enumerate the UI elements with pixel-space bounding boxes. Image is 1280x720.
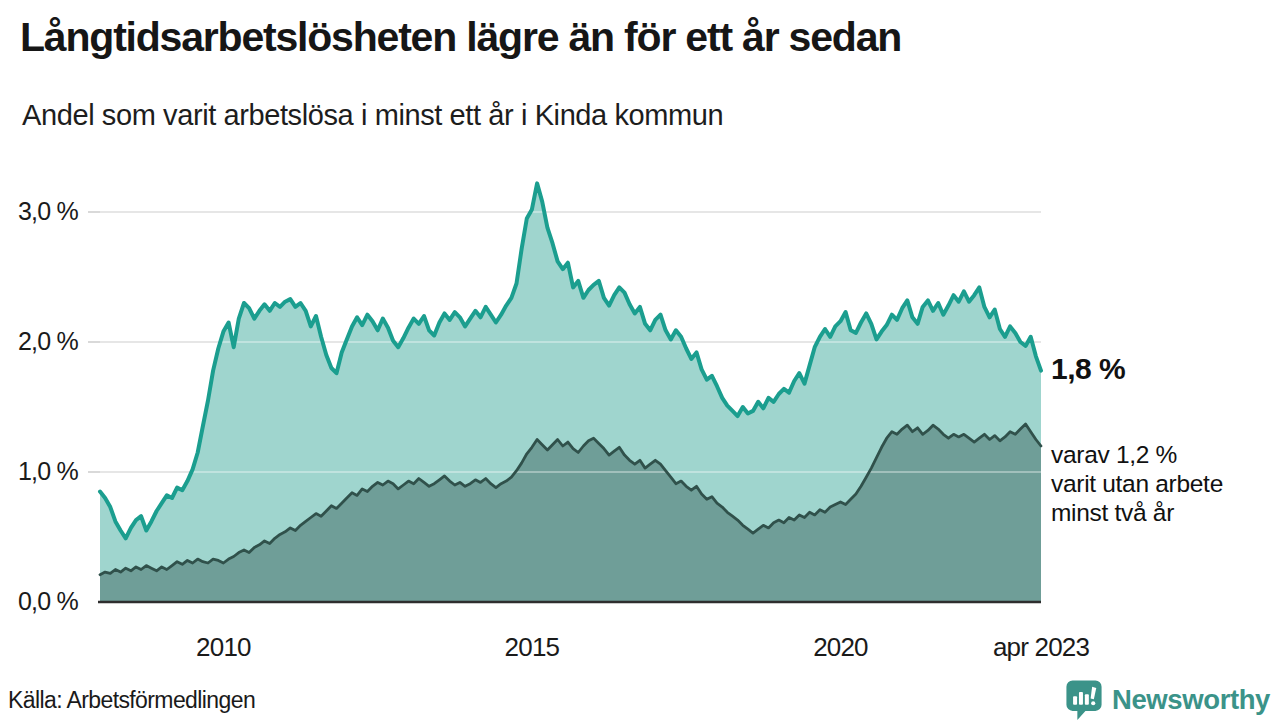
note-line-3: minst två år — [1051, 499, 1174, 526]
x-tick-label: apr 2023 — [981, 632, 1101, 662]
x-tick-label: 2010 — [163, 632, 283, 662]
y-tick-label: 0,0 % — [18, 587, 94, 617]
newsworthy-wordmark: Newsworthy — [1112, 684, 1270, 716]
newsworthy-logo: Newsworthy — [1065, 679, 1270, 720]
latest-value-label: 1,8 % — [1051, 352, 1125, 386]
note-line-1: varav 1,2 % — [1051, 441, 1177, 468]
y-tick-label: 3,0 % — [18, 197, 94, 227]
page-title: Långtidsarbetslösheten lägre än för ett … — [20, 12, 1260, 62]
source-note: Källa: Arbetsförmedlingen — [8, 687, 255, 714]
x-tick-label: 2015 — [472, 632, 592, 662]
newsworthy-chart-bubble-icon — [1065, 679, 1103, 720]
x-tick-label: 2020 — [780, 632, 900, 662]
y-tick-label: 1,0 % — [18, 457, 94, 487]
note-line-2: varit utan arbete — [1051, 470, 1223, 497]
infographic: Långtidsarbetslösheten lägre än för ett … — [0, 0, 1280, 720]
y-tick-label: 2,0 % — [18, 327, 94, 357]
chart-subtitle: Andel som varit arbetslösa i minst ett å… — [22, 99, 1122, 132]
secondary-series-note: varav 1,2 % varit utan arbete minst två … — [1051, 440, 1271, 527]
